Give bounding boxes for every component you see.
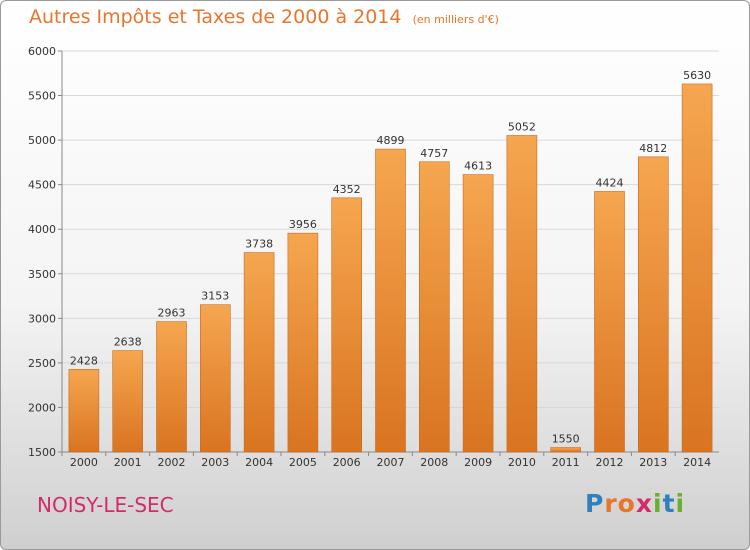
data-label-2014: 5630 — [683, 69, 711, 82]
chart-title: Autres Impôts et Taxes de 2000 à 2014 — [29, 6, 402, 28]
x-tick-label-2004: 2004 — [245, 456, 273, 469]
y-tick-label: 2500 — [28, 357, 56, 370]
bars — [68, 83, 713, 453]
bar-2014 — [681, 83, 713, 453]
data-label-2006: 4352 — [333, 183, 361, 196]
y-tick-label: 1500 — [28, 446, 56, 459]
x-tick-label-2006: 2006 — [333, 456, 361, 469]
bar-2007 — [375, 148, 406, 453]
data-label-2011: 1550 — [552, 433, 580, 446]
x-tick-label-2002: 2002 — [158, 456, 186, 469]
bar-2002 — [156, 321, 187, 453]
x-tick-label-2012: 2012 — [596, 456, 624, 469]
logo-letter: o — [617, 489, 636, 518]
x-tick-label-2011: 2011 — [552, 456, 580, 469]
data-label-2012: 4424 — [596, 176, 624, 189]
logo-letter: r — [604, 489, 618, 518]
bar-2012 — [594, 191, 625, 453]
data-label-2005: 3956 — [289, 218, 317, 231]
bar-2006 — [331, 197, 363, 453]
bar-2003 — [200, 304, 231, 453]
x-tick-label-2009: 2009 — [464, 456, 492, 469]
bar-2011 — [550, 447, 582, 453]
x-tick-label-2008: 2008 — [420, 456, 448, 469]
logo-letter: i — [653, 489, 663, 518]
proxiti-logo: Proxiti — [585, 489, 685, 518]
bar-2001 — [112, 350, 143, 453]
logo-letter: i — [675, 489, 686, 518]
data-label-2004: 3738 — [245, 238, 273, 251]
x-tick-label-2005: 2005 — [289, 456, 317, 469]
data-label-2001: 2638 — [114, 336, 142, 349]
logo-letter: P — [585, 489, 605, 518]
data-label-2008: 4757 — [420, 147, 448, 160]
y-tick-label: 4500 — [28, 179, 56, 192]
data-label-2010: 5052 — [508, 120, 536, 133]
data-label-2000: 2428 — [70, 354, 98, 367]
data-label-2002: 2963 — [158, 307, 186, 320]
chart-unit: (en milliers d'€) — [412, 13, 499, 26]
data-label-2003: 3153 — [201, 290, 229, 303]
data-label-2009: 4613 — [464, 160, 492, 173]
bar-2008 — [418, 161, 450, 453]
x-tick-labels: 2000 2001 2002 2003 2004 2005 2006 2007 2008 2009… — [61, 452, 711, 469]
y-tick-label: 3000 — [28, 312, 56, 325]
bar-2013 — [637, 156, 669, 453]
bar-2009 — [462, 174, 494, 453]
y-tick-label: 5500 — [28, 90, 56, 103]
x-tick-label-2013: 2013 — [639, 456, 667, 469]
x-tick-label-2014: 2014 — [683, 456, 711, 469]
y-tick-label: 5000 — [28, 134, 56, 147]
x-tick-label-2001: 2001 — [114, 456, 142, 469]
data-label-2013: 4812 — [639, 142, 667, 155]
data-labels: 2428 2638 2963 3153 3738 3956 4352 4899 4757 4613… — [70, 69, 711, 446]
y-tick-label: 3500 — [28, 268, 56, 281]
y-tick-label: 4000 — [28, 223, 56, 236]
bar-2005 — [287, 232, 319, 453]
data-label-2007: 4899 — [377, 134, 405, 147]
chart-title-block: Autres Impôts et Taxes de 2000 à 2014 (e… — [29, 6, 499, 28]
x-tick-label-2003: 2003 — [201, 456, 229, 469]
bar-2004 — [243, 252, 275, 453]
y-tick-labels: 1500 2000 2500 3000 3500 4000 4500 5000 5500 6000 — [28, 45, 56, 459]
logo-letter: t — [662, 489, 676, 518]
x-tick-label-2010: 2010 — [508, 456, 536, 469]
bar-2010 — [506, 135, 538, 453]
city-name: NOISY-LE-SEC — [37, 493, 174, 517]
y-tick-label: 6000 — [28, 45, 56, 58]
y-tick-label: 2000 — [28, 401, 56, 414]
x-tick-label-2000: 2000 — [70, 456, 98, 469]
logo-letter: x — [635, 489, 653, 518]
x-tick-label-2007: 2007 — [377, 456, 405, 469]
bar-2000 — [68, 369, 100, 453]
